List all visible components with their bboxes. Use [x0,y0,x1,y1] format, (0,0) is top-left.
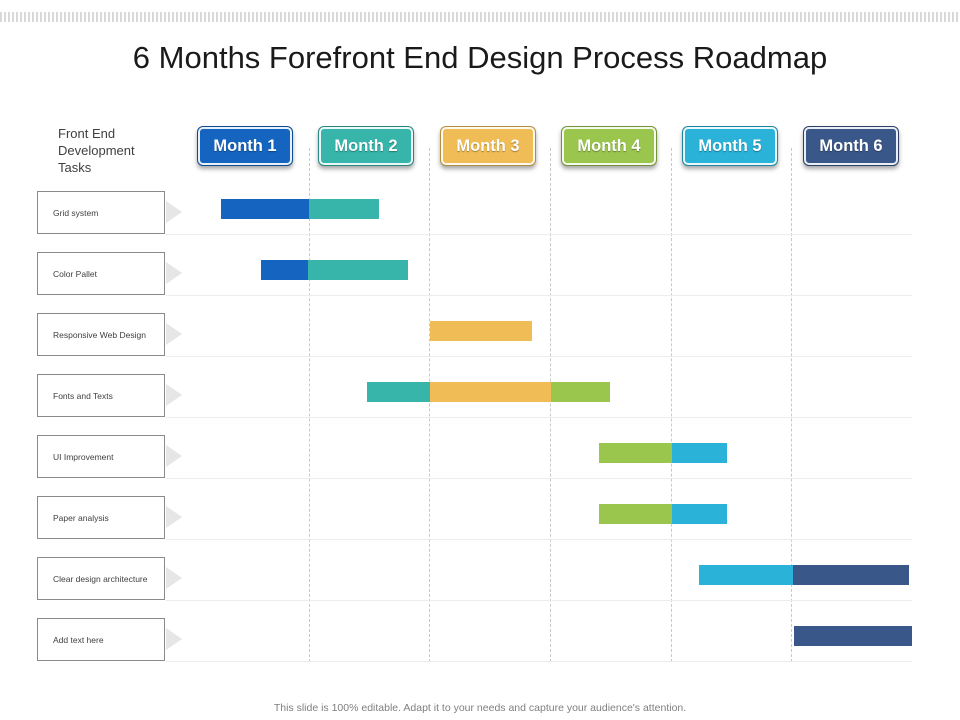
gantt-bar-segment [260,260,308,280]
row-separator [166,295,912,296]
task-label-box: Fonts and Texts [37,374,165,417]
task-label: Paper analysis [53,512,109,523]
row-separator [166,539,912,540]
task-arrow-icon [166,323,182,345]
task-arrow-icon [166,201,182,223]
gantt-bar-segment [367,382,430,402]
task-label-box: Grid system [37,191,165,234]
task-label: UI Improvement [53,451,114,462]
tasks-column-header: Front End Development Tasks [58,126,135,175]
task-label-box: Color Pallet [37,252,165,295]
month-divider-line [309,148,310,662]
top-decorative-stripe [0,12,960,22]
gantt-bar-segment [672,504,727,524]
task-arrow-icon [166,506,182,528]
month-header-1: Month 1 [197,126,293,166]
month-divider-line [429,148,430,662]
task-label-box: Add text here [37,618,165,661]
page-title: 6 Months Forefront End Design Process Ro… [132,40,828,75]
task-label-box: Paper analysis [37,496,165,539]
row-separator [166,356,912,357]
row-separator [166,661,912,662]
task-label: Clear design architecture [53,573,148,584]
task-label: Color Pallet [53,268,97,279]
gantt-bar-segment [793,565,910,585]
gantt-bar-segment [698,565,793,585]
gantt-bar-segment [672,443,727,463]
month-header-6: Month 6 [803,126,899,166]
gantt-bar-segment [599,504,672,524]
gantt-bar-segment [430,321,532,341]
month-divider-line [791,148,792,662]
task-label: Grid system [53,207,99,218]
task-label: Add text here [53,634,104,645]
month-header-3: Month 3 [440,126,536,166]
month-divider-line [671,148,672,662]
month-header-5: Month 5 [682,126,778,166]
gantt-bar-segment [599,443,672,463]
row-separator [166,600,912,601]
month-header-2: Month 2 [318,126,414,166]
month-divider-line [550,148,551,662]
row-separator [166,417,912,418]
row-separator [166,478,912,479]
task-label-box: Responsive Web Design [37,313,165,356]
gantt-bar-segment [220,199,309,219]
gantt-bar-segment [430,382,551,402]
gantt-bar-segment [309,199,380,219]
task-label: Responsive Web Design [53,329,146,340]
month-header-4: Month 4 [561,126,657,166]
row-separator [166,234,912,235]
footer-note: This slide is 100% editable. Adapt it to… [273,702,687,714]
task-arrow-icon [166,445,182,467]
gantt-bar-segment [794,626,912,646]
task-arrow-icon [166,262,182,284]
task-arrow-icon [166,567,182,589]
gantt-bar-segment [307,260,409,280]
task-arrow-icon [166,628,182,650]
gantt-bar-segment [551,382,611,402]
task-label: Fonts and Texts [53,390,113,401]
task-arrow-icon [166,384,182,406]
task-label-box: UI Improvement [37,435,165,478]
task-label-box: Clear design architecture [37,557,165,600]
